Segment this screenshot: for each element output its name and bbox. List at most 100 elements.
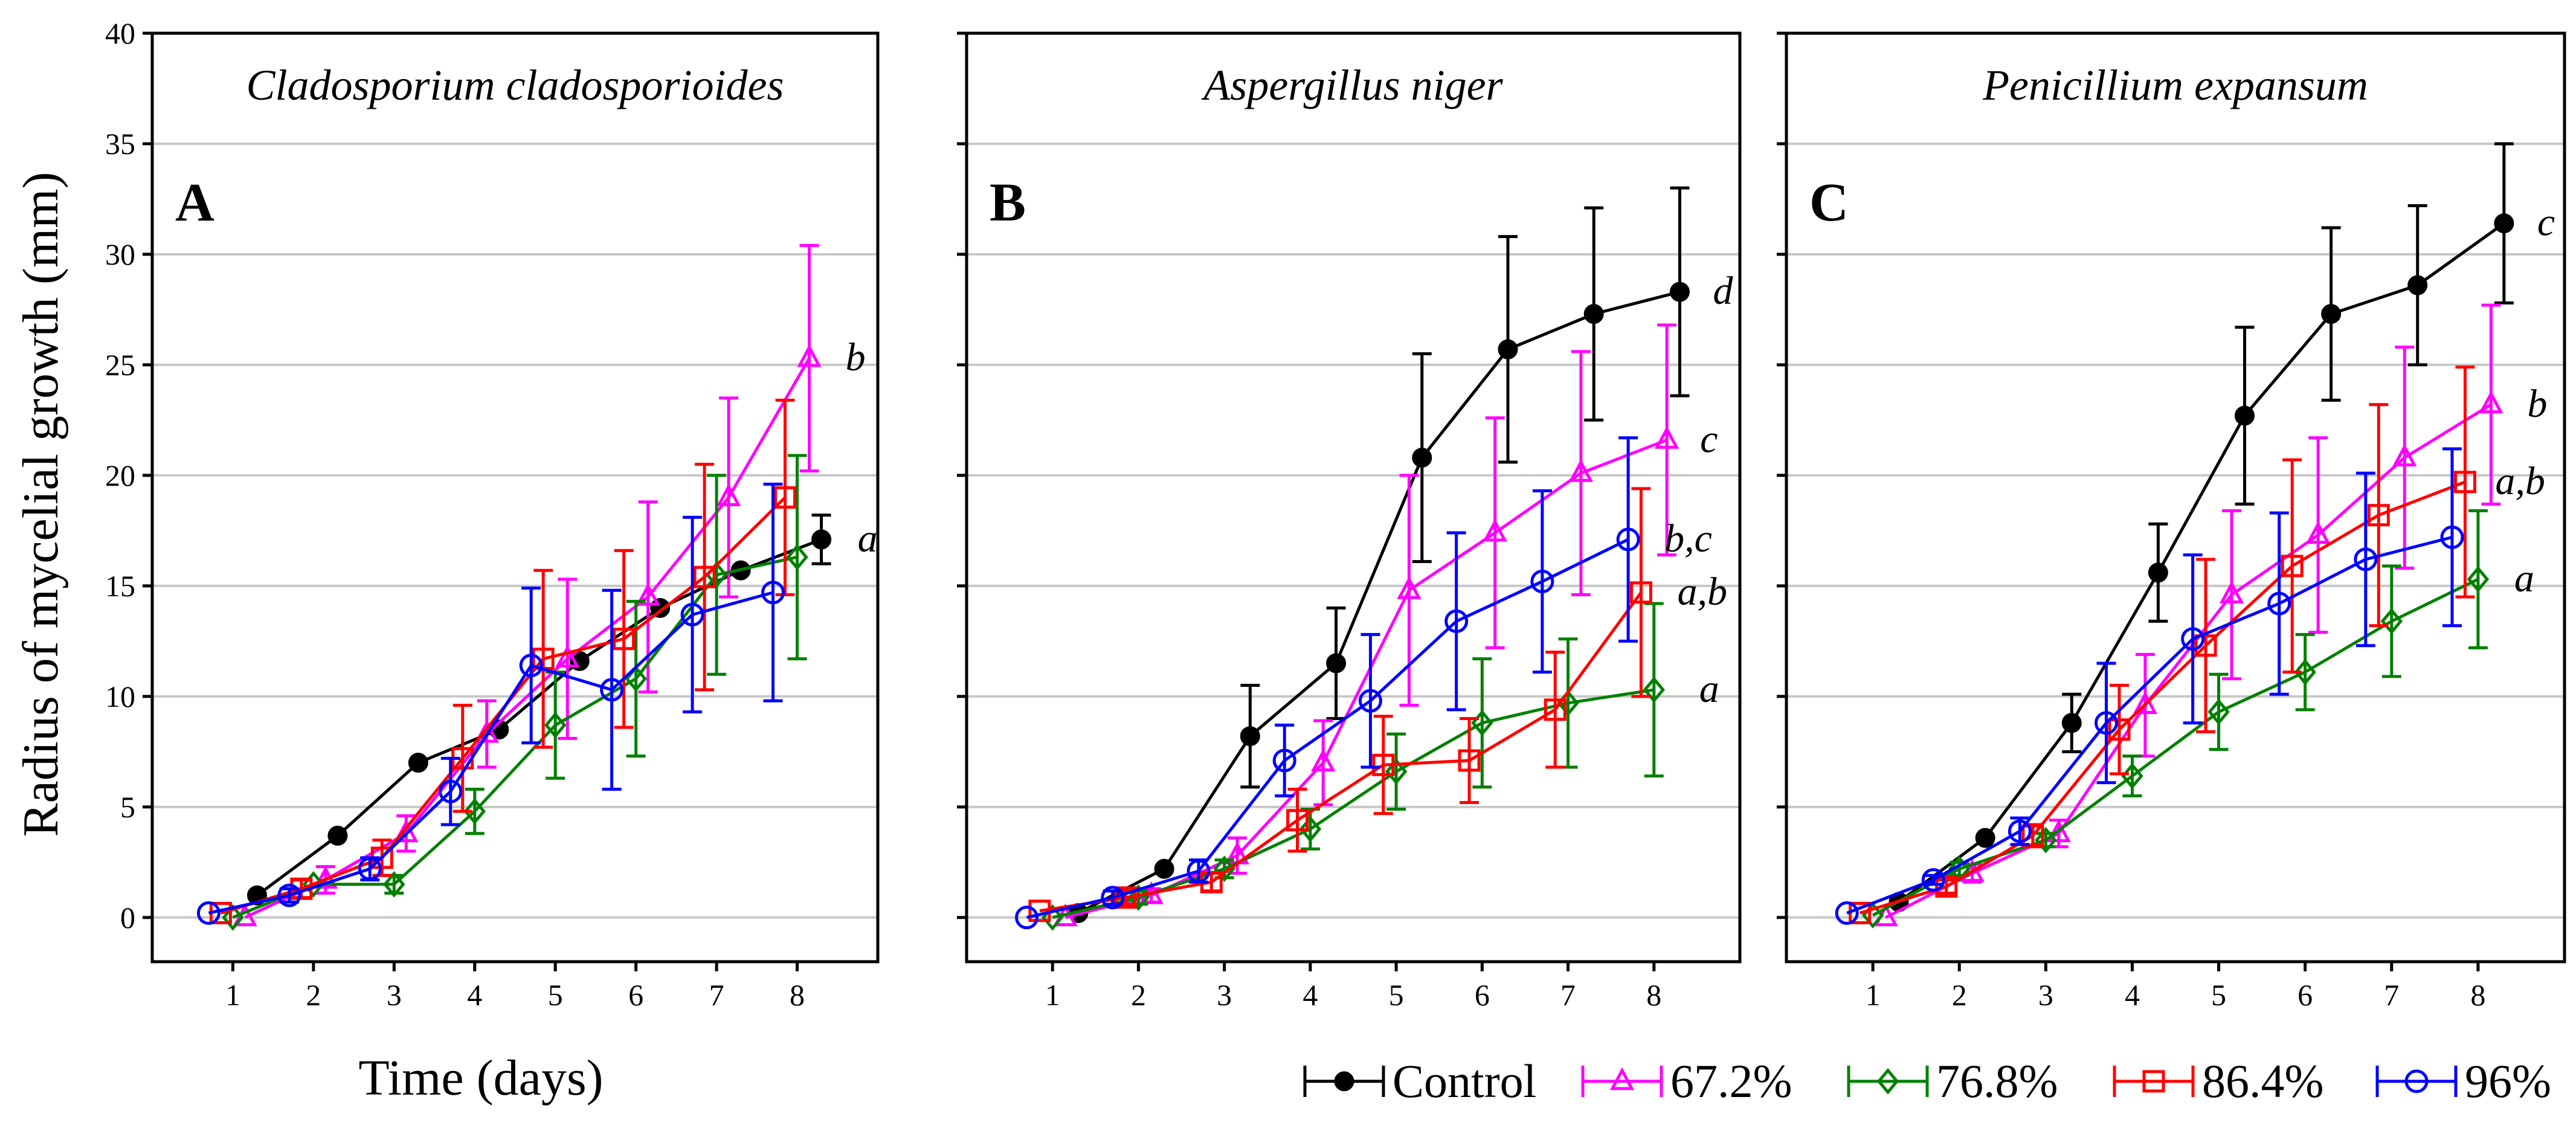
data-point (2321, 304, 2342, 324)
series-control (246, 513, 832, 906)
data-point (439, 779, 463, 803)
data-point (2407, 275, 2428, 295)
panel-title: Penicillium expansum (1982, 61, 2368, 109)
series-control (1889, 142, 2514, 912)
legend-label: 76.8% (1936, 1055, 2058, 1107)
data-point (2367, 504, 2390, 527)
series-line (208, 591, 774, 915)
data-point (2467, 565, 2490, 593)
series-line (1052, 688, 1655, 919)
data-point (2294, 658, 2316, 686)
data-point (2453, 471, 2476, 494)
data-point (519, 654, 543, 678)
legend-item-96pct: 96% (2375, 1055, 2551, 1107)
series-line (1846, 535, 2453, 915)
data-point (222, 904, 244, 931)
panel-a: 0 5 10 15 20 25 30 35 40 1 2 3 4 5 6 7 8 Cladosporium cla… (105, 16, 880, 1012)
data-point (2267, 591, 2291, 616)
x-tick-label: 7 (1560, 978, 1576, 1012)
data-point (1975, 828, 1995, 848)
x-tick-label: 2 (1952, 978, 1967, 1012)
data-point (1835, 901, 1859, 925)
data-point (2061, 713, 2082, 733)
data-point (1458, 749, 1481, 772)
data-point (2194, 634, 2217, 657)
data-point (555, 645, 580, 668)
legend-marker (1609, 1067, 1635, 1090)
series-line (1872, 577, 2479, 917)
series-line (1039, 591, 1643, 913)
significance-label: a (858, 516, 878, 561)
significance-label: a (2514, 556, 2534, 600)
y-tick-label: 25 (105, 348, 135, 382)
data-point (1299, 816, 1322, 843)
significance-label: b (846, 335, 866, 379)
plot-frame (150, 31, 880, 964)
x-tick-label: 8 (1646, 978, 1661, 1012)
data-point (1397, 576, 1422, 599)
data-point (600, 678, 624, 702)
data-point (408, 753, 428, 773)
data-point (1154, 858, 1174, 879)
data-point (1643, 676, 1666, 703)
data-point (1483, 518, 1507, 542)
data-point (544, 712, 567, 739)
series-96pct (196, 483, 785, 925)
significance-label: c (2537, 201, 2555, 245)
data-point (1187, 859, 1211, 883)
x-tick-label: 2 (1131, 978, 1146, 1012)
data-point (2021, 824, 2044, 847)
data-point (1286, 809, 1309, 832)
data-point (196, 901, 221, 925)
data-point (2108, 718, 2131, 741)
data-point (1272, 748, 1296, 773)
data-point (1921, 868, 1945, 892)
x-tick-label: 3 (387, 978, 402, 1012)
legend-marker (2404, 1069, 2429, 1093)
data-point (2392, 443, 2417, 467)
data-point (680, 602, 704, 626)
legend: Control 67.2% 76.8% 86.4% 96% (1303, 1055, 2551, 1107)
significance-label: a,b (2495, 459, 2545, 503)
series-line (1885, 403, 2492, 919)
data-point (613, 628, 636, 651)
y-tick-label: 30 (105, 237, 135, 271)
y-tick-label: 10 (105, 680, 135, 713)
data-point (1530, 570, 1554, 594)
data-point (1101, 886, 1125, 910)
data-point (2234, 405, 2255, 426)
data-point (786, 544, 808, 571)
data-point (2148, 562, 2168, 583)
data-point (2380, 608, 2403, 635)
series-line (1898, 222, 2505, 904)
data-point (811, 529, 832, 550)
legend-item-86-4pct: 86.4% (2113, 1055, 2323, 1107)
x-tick-label: 8 (790, 978, 805, 1012)
data-point (2035, 826, 2057, 854)
x-tick-label: 7 (2384, 978, 2399, 1012)
x-tick-label: 5 (2211, 978, 2226, 1012)
data-point (2354, 547, 2378, 571)
data-point (625, 665, 647, 692)
data-point (2207, 698, 2230, 725)
data-point (383, 871, 405, 898)
panel-letter: C (1809, 173, 1849, 233)
data-point (797, 344, 822, 367)
y-tick-label: 0 (120, 901, 135, 935)
panel-letter: B (990, 173, 1026, 233)
y-tick-label: 35 (105, 127, 135, 161)
data-point (1358, 689, 1382, 713)
data-point (774, 486, 797, 509)
series-86-4pct (209, 398, 797, 924)
data-point (1568, 458, 1594, 482)
panel-title: Cladosporium cladosporioides (246, 61, 784, 109)
series-67-2pct (1873, 303, 2504, 927)
data-point (277, 883, 301, 907)
data-point (2133, 691, 2158, 714)
data-point (1326, 653, 1347, 674)
significance-label: c (1700, 417, 1718, 461)
legend-marker (1334, 1071, 1354, 1092)
series-67-2pct (1053, 323, 1679, 927)
data-point (463, 798, 486, 825)
panel-letter: A (175, 173, 214, 233)
